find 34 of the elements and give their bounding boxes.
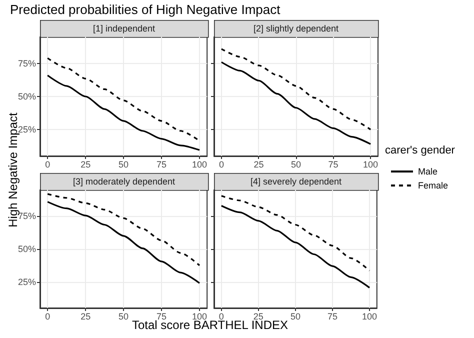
y-tick-label: 25% [18, 276, 36, 287]
x-tick-label: 100 [362, 312, 378, 322]
legend-title: carer's gender [385, 144, 456, 156]
chart-subtitle: [2] slightly dependent [253, 24, 340, 34]
chart-subtitle: [4] severely dependent [250, 176, 342, 186]
line-series [46, 57, 200, 142]
line-series [46, 201, 200, 284]
x-tick-label: 50 [118, 312, 129, 322]
x-tick-label: 0 [218, 160, 224, 170]
line-series [46, 193, 200, 266]
x-tick-label: 25 [80, 160, 91, 170]
x-tick-label: 100 [363, 160, 378, 170]
y-tick-label: 50% [18, 244, 36, 254]
x-tick-label: 50 [290, 312, 300, 322]
x-tick-label: 0 [45, 160, 50, 170]
chart-subtitle: [1] independent [92, 24, 156, 34]
chart-title: Predicted probabilities of High Negative Impact [10, 2, 280, 17]
x-tick-label: 75 [328, 160, 338, 170]
y-axis-title: High Negative Impact [6, 112, 20, 230]
x-tick-label: 25 [80, 312, 91, 322]
y-tick-label: 50% [18, 92, 36, 102]
chart-subtitle: [3] moderately dependent [72, 176, 176, 186]
y-tick-label: 75% [18, 58, 36, 68]
legend-label: Female [418, 180, 448, 190]
legend-label: Male [418, 166, 438, 176]
x-tick-label: 50 [118, 160, 129, 170]
x-tick-label: 50 [290, 160, 302, 170]
x-tick-label: 100 [192, 160, 208, 170]
x-tick-label: 75 [327, 312, 338, 322]
x-tick-label: 25 [254, 160, 264, 170]
line-series [46, 74, 200, 151]
y-tick-label: 25% [18, 124, 36, 135]
x-tick-label: 0 [45, 312, 50, 322]
x-tick-label: 75 [156, 160, 167, 170]
